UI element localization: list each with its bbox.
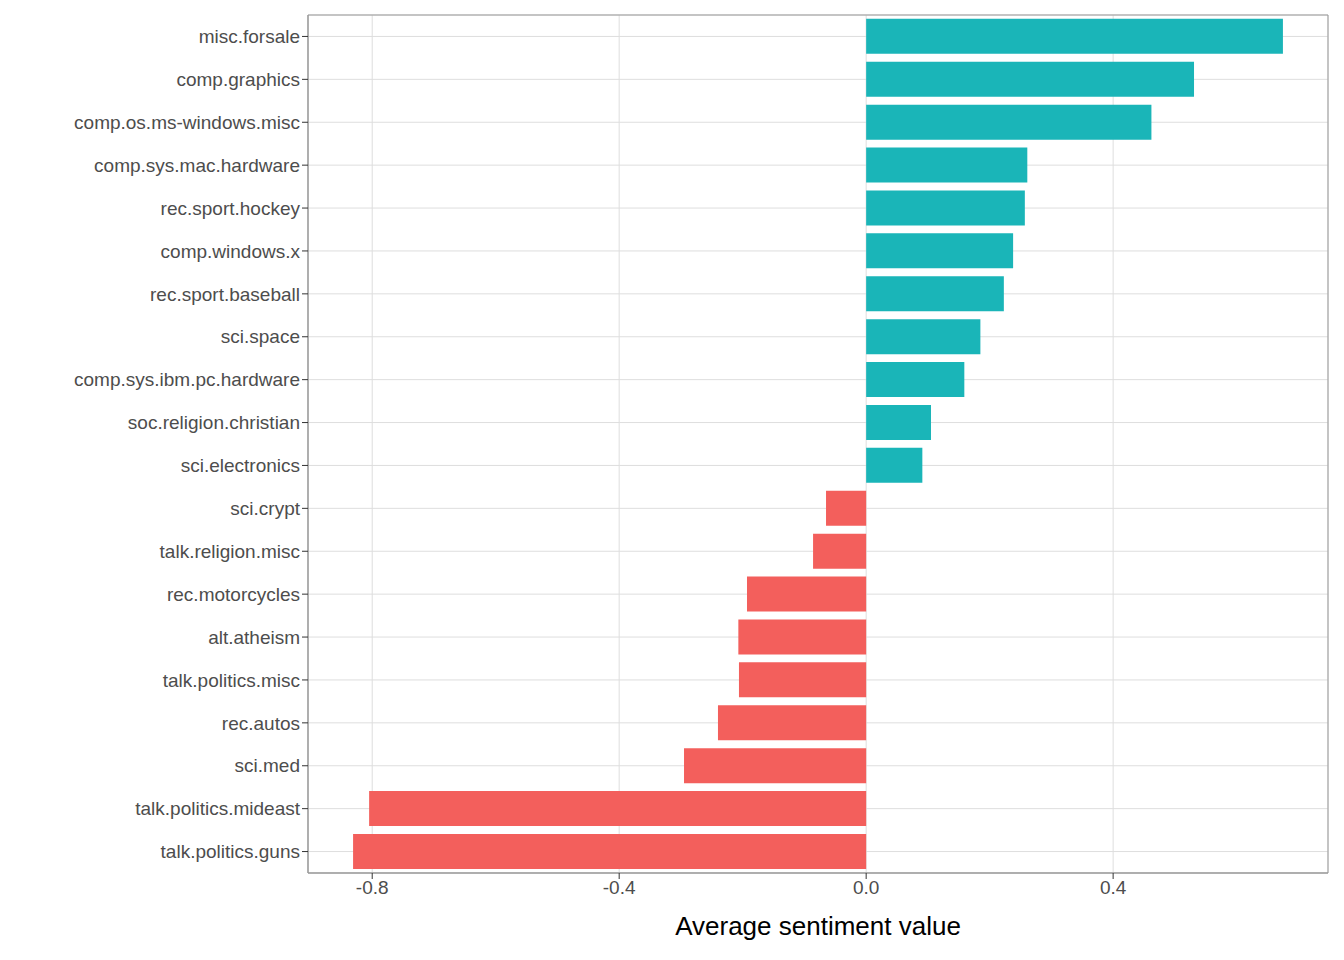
svg-text:comp.windows.x: comp.windows.x <box>161 241 301 262</box>
svg-text:sci.med: sci.med <box>235 755 300 776</box>
svg-text:rec.sport.baseball: rec.sport.baseball <box>150 284 300 305</box>
svg-text:sci.space: sci.space <box>221 326 300 347</box>
svg-text:rec.sport.hockey: rec.sport.hockey <box>161 198 301 219</box>
svg-text:talk.politics.guns: talk.politics.guns <box>161 841 300 862</box>
svg-text:-0.8: -0.8 <box>356 877 389 898</box>
svg-text:Average sentiment value: Average sentiment value <box>675 911 961 941</box>
svg-text:talk.politics.mideast: talk.politics.mideast <box>135 798 300 819</box>
svg-text:sci.electronics: sci.electronics <box>181 455 300 476</box>
svg-text:comp.graphics: comp.graphics <box>176 69 300 90</box>
svg-text:rec.motorcycles: rec.motorcycles <box>167 584 300 605</box>
svg-text:0.4: 0.4 <box>1100 877 1127 898</box>
svg-text:-0.4: -0.4 <box>603 877 636 898</box>
svg-text:talk.religion.misc: talk.religion.misc <box>160 541 300 562</box>
svg-text:0.0: 0.0 <box>853 877 879 898</box>
svg-text:sci.crypt: sci.crypt <box>230 498 300 519</box>
svg-text:comp.os.ms-windows.misc: comp.os.ms-windows.misc <box>74 112 300 133</box>
svg-text:alt.atheism: alt.atheism <box>208 627 300 648</box>
svg-text:rec.autos: rec.autos <box>222 713 300 734</box>
svg-text:soc.religion.christian: soc.religion.christian <box>128 412 300 433</box>
svg-text:talk.politics.misc: talk.politics.misc <box>163 670 300 691</box>
svg-text:misc.forsale: misc.forsale <box>199 26 300 47</box>
svg-text:comp.sys.ibm.pc.hardware: comp.sys.ibm.pc.hardware <box>74 369 300 390</box>
svg-text:comp.sys.mac.hardware: comp.sys.mac.hardware <box>94 155 300 176</box>
